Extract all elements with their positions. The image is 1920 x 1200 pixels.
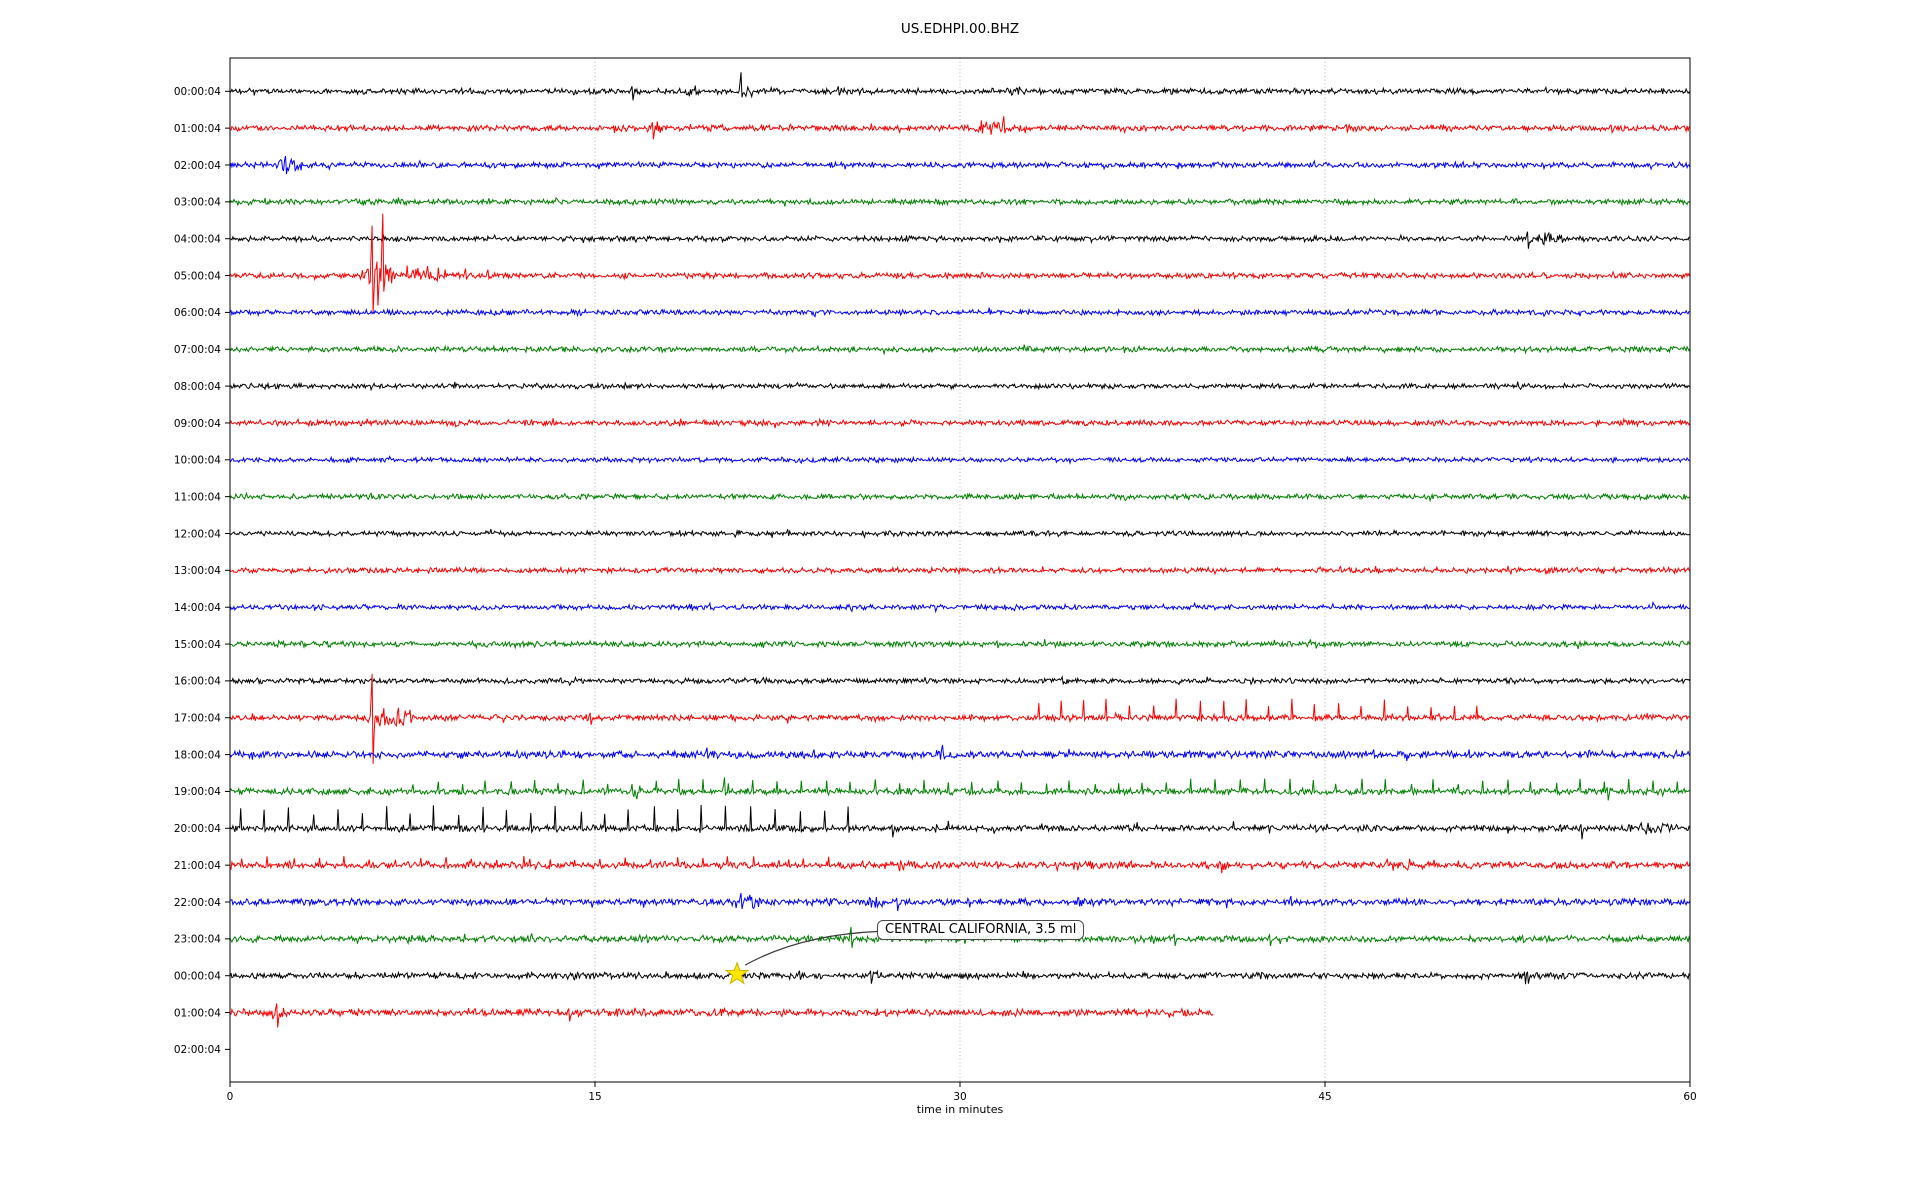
- y-tick-label: 18:00:04: [174, 749, 221, 761]
- event-star-marker: [724, 961, 750, 985]
- trace: [229, 491, 1691, 503]
- y-tick-label: 20:00:04: [174, 823, 221, 835]
- y-tick-label: 01:00:04: [174, 1007, 221, 1019]
- y-tick-label: 07:00:04: [174, 344, 221, 356]
- x-tick-label: 15: [588, 1091, 601, 1103]
- y-tick-label: 15:00:04: [174, 639, 221, 651]
- y-tick-label: 11:00:04: [174, 492, 221, 504]
- x-tick-label: 0: [227, 1091, 234, 1103]
- y-tick-label: 19:00:04: [174, 786, 221, 798]
- y-tick-label: 23:00:04: [174, 934, 221, 946]
- trace: [229, 600, 1691, 614]
- y-tick-label: 04:00:04: [174, 234, 221, 246]
- trace: [229, 892, 1691, 912]
- trace: [229, 344, 1691, 356]
- event-annotation-text: CENTRAL CALIFORNIA, 3.5 ml: [885, 922, 1077, 937]
- trace: [229, 213, 1691, 314]
- x-tick-label: 30: [953, 1091, 966, 1103]
- y-tick-label: 13:00:04: [174, 565, 221, 577]
- event-annotation: CENTRAL CALIFORNIA, 3.5 ml: [877, 920, 1085, 940]
- y-tick-label: 14:00:04: [174, 602, 221, 614]
- x-tick-label: 45: [1318, 1091, 1331, 1103]
- trace: [229, 196, 1691, 207]
- trace: [229, 969, 1691, 985]
- y-tick-label: 10:00:04: [174, 455, 221, 467]
- trace: [229, 455, 1691, 465]
- trace: [229, 417, 1691, 429]
- y-tick-label: 05:00:04: [174, 270, 221, 282]
- trace: [229, 155, 1691, 175]
- y-tick-label: 02:00:04: [174, 160, 221, 172]
- y-tick-label: 01:00:04: [174, 123, 221, 135]
- y-tick-label: 22:00:04: [174, 897, 221, 909]
- x-axis-label: time in minutes: [916, 1103, 1004, 1116]
- trace: [229, 856, 1691, 874]
- trace: [229, 675, 1691, 687]
- trace: [229, 116, 1691, 140]
- y-tick-label: 06:00:04: [174, 307, 221, 319]
- trace: [229, 565, 1691, 576]
- trace: [229, 673, 1691, 764]
- trace: [229, 1003, 1214, 1028]
- trace: [229, 777, 1691, 801]
- leader-line: [744, 930, 878, 966]
- y-tick-label: 08:00:04: [174, 381, 221, 393]
- y-tick-label: 12:00:04: [174, 528, 221, 540]
- trace: [229, 926, 1691, 948]
- trace: [229, 307, 1691, 318]
- trace: [229, 804, 1691, 840]
- y-tick-label: 02:00:04: [174, 1044, 221, 1056]
- trace: [229, 639, 1691, 650]
- y-tick-label: 00:00:04: [174, 971, 221, 983]
- trace: [229, 744, 1691, 762]
- trace: [229, 231, 1691, 249]
- y-tick-label: 17:00:04: [174, 713, 221, 725]
- x-tick-label: 60: [1683, 1091, 1696, 1103]
- chart-title: US.EDHPI.00.BHZ: [900, 21, 1020, 37]
- y-tick-label: 00:00:04: [174, 86, 221, 98]
- y-tick-label: 09:00:04: [174, 418, 221, 430]
- y-tick-label: 03:00:04: [174, 197, 221, 209]
- trace: [229, 72, 1691, 101]
- y-tick-label: 16:00:04: [174, 676, 221, 688]
- trace: [229, 528, 1691, 539]
- trace: [229, 381, 1691, 392]
- y-tick-label: 21:00:04: [174, 860, 221, 872]
